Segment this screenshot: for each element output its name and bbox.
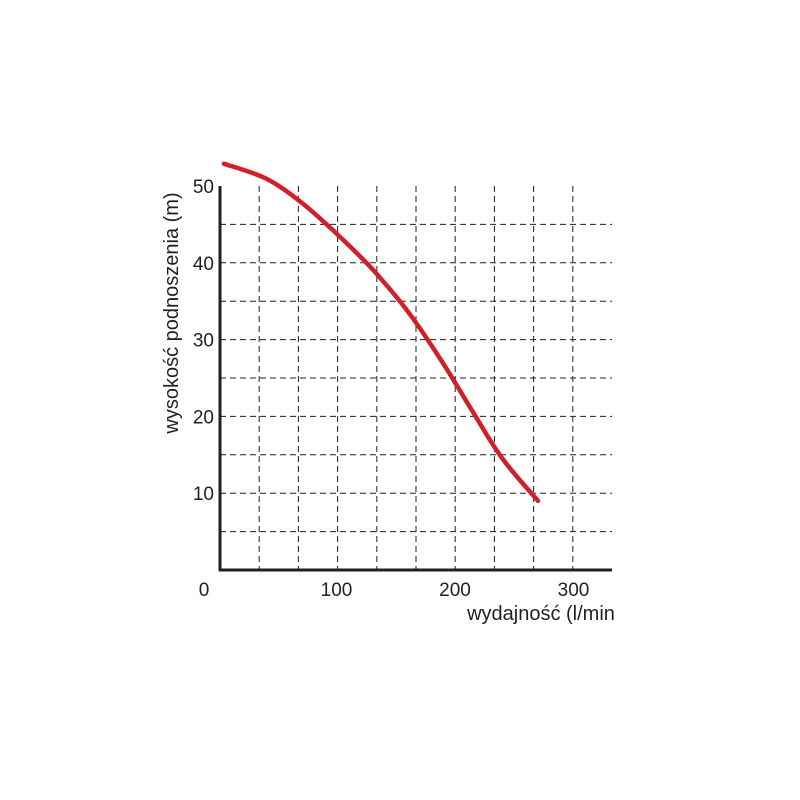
series-layer [221,161,541,504]
x-tick-labels: 0 100 200 300 [199,580,590,601]
head-flow-curve [221,161,541,504]
x-tick-label: 200 [439,580,471,601]
x-tick-label: 300 [558,580,590,601]
y-tick-label: 40 [193,254,214,275]
x-tick-label: 100 [321,580,353,601]
y-tick-label: 50 [193,177,214,198]
y-axis-title: wysokość podnoszenia (m) [161,192,183,434]
axes [218,186,612,572]
x-tick-label: 0 [199,580,210,601]
grid [220,186,612,570]
y-tick-label: 30 [193,331,214,352]
y-tick-label: 10 [193,484,214,505]
y-tick-label: 20 [193,407,214,428]
x-axis-title: wydajność (l/min [466,603,615,625]
y-tick-labels: 10 20 30 40 50 [193,177,214,505]
